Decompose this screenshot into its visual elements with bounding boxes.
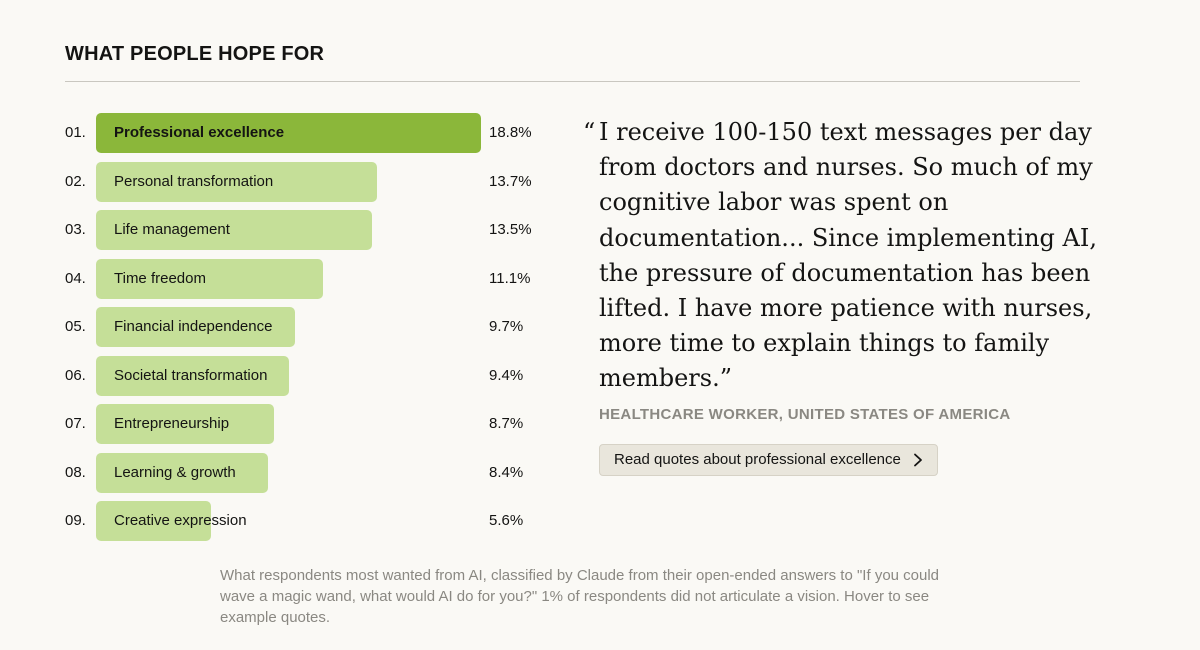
bar-value-label: 9.7% (489, 318, 524, 335)
chart-bar (96, 404, 274, 444)
chart-row[interactable]: 02. Personal transformation 13.7% (65, 161, 545, 202)
chart-bar (96, 113, 481, 153)
bar-rank: 03. (65, 221, 86, 238)
featured-quote: “ I receive 100-150 text messages per da… (583, 115, 1097, 397)
bar-value-label: 18.8% (489, 124, 532, 141)
read-quotes-label: Read quotes about professional excellenc… (614, 451, 901, 468)
bar-label: Financial independence (114, 318, 273, 335)
bar-rank: 04. (65, 269, 86, 287)
bar-rank: 06. (65, 366, 86, 384)
bar-rank: 09. (65, 512, 86, 529)
chart-bar (96, 355, 289, 396)
bar-label: Learning & growth (114, 463, 236, 481)
bar-rank: 08. (65, 463, 86, 481)
bar-value-label: 13.7% (489, 172, 532, 190)
chart-bar (96, 452, 268, 493)
chart-row[interactable]: 05. Financial independence 9.7% (65, 307, 545, 347)
bar-label: Entrepreneurship (114, 415, 230, 432)
chart-caption: What respondents most wanted from AI, cl… (220, 567, 940, 626)
chart-bar (96, 501, 211, 541)
bar-rank: 01. (65, 124, 86, 141)
chevron-right-icon (913, 453, 922, 467)
quote-line: the pressure of documentation has been (599, 258, 1091, 287)
bar-label: Life management (114, 221, 230, 238)
chart-bar (96, 210, 372, 250)
bar-value-label: 13.5% (489, 221, 532, 238)
quote-line: lifted. I have more patience with nurses… (599, 294, 1093, 323)
quote-line: from doctors and nurses. So much of my (599, 153, 1093, 182)
section-title: WHAT PEOPLE HOPE FOR (65, 43, 325, 65)
chart-bar (96, 258, 323, 299)
chart-bar (96, 161, 377, 202)
bar-rank: 07. (65, 415, 86, 432)
divider (65, 81, 1080, 82)
bar-rank: 05. (65, 318, 86, 335)
chart-row[interactable]: 06. Societal transformation 9.4% (65, 355, 545, 396)
bar-rank: 02. (65, 172, 86, 190)
chart-row[interactable]: 07. Entrepreneurship 8.7% (65, 404, 545, 444)
chart-row[interactable]: 08. Learning & growth 8.4% (65, 452, 545, 493)
quote-line: cognitive labor was spent on (599, 188, 949, 217)
bar-label: Time freedom (114, 269, 206, 287)
bar-value-label: 9.4% (489, 366, 524, 384)
bar-label: Professional excellence (114, 124, 285, 141)
quote-line: I receive 100-150 text messages per day (599, 118, 1092, 146)
bar-label: Creative expression (114, 512, 247, 529)
chart-row[interactable]: 09. Creative expression 5.6% (65, 501, 545, 541)
chart-row[interactable]: 03. Life management 13.5% (65, 210, 545, 250)
quote-line: more time to explain things to family (599, 329, 1050, 358)
chart-row[interactable]: 01. Professional excellence 18.8% (65, 113, 545, 153)
bar-value-label: 8.7% (489, 415, 524, 432)
chart-row[interactable]: 04. Time freedom 11.1% (65, 258, 545, 299)
read-quotes-button[interactable]: Read quotes about professional excellenc… (599, 444, 938, 476)
bar-label: Societal transformation (114, 366, 268, 384)
quote-line: documentation... Since implementing AI, (599, 223, 1097, 252)
bar-value-label: 8.4% (489, 463, 524, 481)
quote-attribution: HEALTHCARE WORKER, UNITED STATES OF AMER… (599, 406, 1011, 423)
quote-open-mark: “ (583, 118, 596, 146)
bar-label: Personal transformation (114, 172, 274, 190)
quote-line: members.” (599, 364, 732, 393)
bar-value-label: 11.1% (489, 269, 531, 287)
chart-bar (96, 307, 295, 347)
bar-value-label: 5.6% (489, 512, 524, 529)
